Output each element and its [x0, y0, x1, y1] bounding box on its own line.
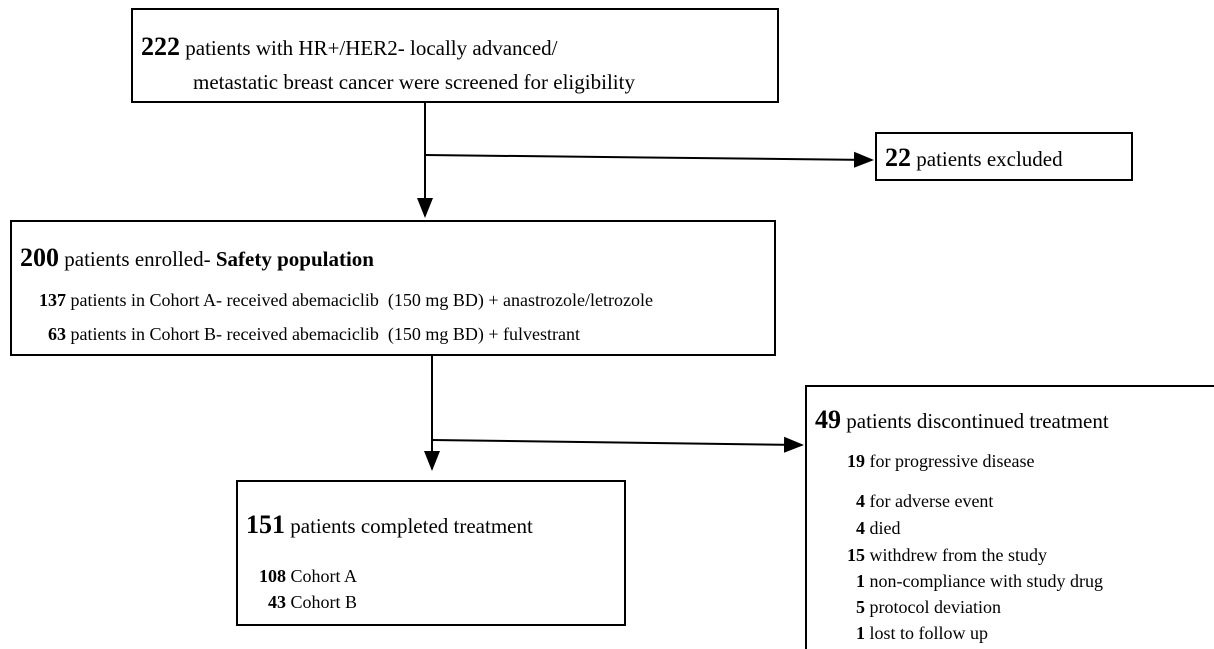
reason: 1 non-compliance with study drug [817, 571, 1103, 592]
reason: 4 for adverse event [817, 491, 993, 512]
count: 222 [141, 32, 180, 61]
count: 151 [246, 510, 285, 539]
enrolled-box: 200 patients enrolled- Safety population… [10, 220, 776, 356]
text: non-compliance with study drug [869, 571, 1103, 591]
text: Cohort A [290, 566, 358, 586]
reason: 15 withdrew from the study [817, 545, 1047, 566]
text: patients in Cohort A- received abemacicl… [70, 290, 653, 310]
completed-box: 151 patients completed treatment 108 Coh… [236, 480, 626, 626]
count: 1 [856, 623, 865, 643]
count: 43 [268, 592, 286, 612]
text: patients in Cohort B- received abemacicl… [70, 324, 581, 344]
discontinued-box: 49 patients discontinued treatment 19 fo… [805, 385, 1214, 649]
screening-box: 222 patients with HR+/HER2- locally adva… [131, 8, 779, 103]
count: 22 [885, 143, 911, 172]
count: 49 [815, 405, 841, 434]
text: lost to follow up [869, 623, 989, 643]
reason: 4 died [817, 518, 901, 539]
reason: 19 for progressive disease [817, 451, 1034, 472]
emphasis: Safety population [215, 247, 374, 271]
reason: 5 protocol deviation [817, 597, 1001, 618]
arrow [431, 436, 804, 453]
count: 4 [856, 491, 865, 511]
count: 4 [856, 518, 865, 538]
text: protocol deviation [869, 597, 1001, 617]
text: metastatic breast cancer were screened f… [193, 70, 635, 94]
text: patients excluded [916, 147, 1063, 171]
excluded-box: 22 patients excluded [875, 132, 1133, 181]
text: patients enrolled- [64, 247, 211, 271]
text: withdrew from the study [869, 545, 1047, 565]
arrow [424, 151, 874, 168]
count: 15 [847, 545, 865, 565]
count: 200 [20, 243, 59, 272]
text: for adverse event [869, 491, 994, 511]
count: 108 [259, 566, 286, 586]
count: 5 [856, 597, 865, 617]
count: 137 [39, 290, 66, 310]
reason: 1 lost to follow up [817, 623, 988, 644]
count: 19 [847, 451, 865, 471]
text: patients discontinued treatment [846, 409, 1109, 433]
text: Cohort B [290, 592, 358, 612]
count: 63 [48, 324, 66, 344]
text: patients completed treatment [290, 514, 533, 538]
text: died [869, 518, 901, 538]
count: 1 [856, 571, 865, 591]
text: patients with HR+/HER2- locally advanced… [185, 36, 558, 60]
text: for progressive disease [869, 451, 1035, 471]
